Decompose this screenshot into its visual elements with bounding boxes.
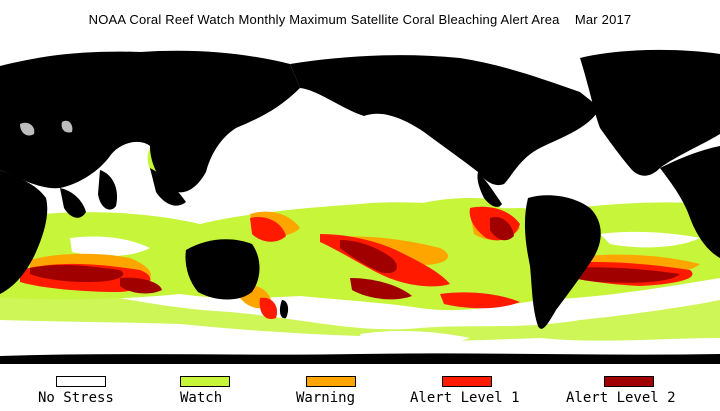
legend-swatch-no-stress [56,376,106,387]
legend-label-no-stress: No Stress [38,390,114,406]
legend-label-warning: Warning [296,390,356,406]
legend-swatch-alert-level-2 [604,376,654,387]
legend-label-alert-level-2: Alert Level 2 [566,390,676,406]
legend-item-no-stress: No Stress [30,374,160,411]
legend-item-warning: Warning [280,374,410,411]
alert-level-2-zones [30,216,680,300]
no-stress-patches [0,231,700,358]
legend-swatch-watch [180,376,230,387]
legend-item-alert-level-2: Alert Level 2 [566,374,710,411]
legend-label-alert-level-1: Alert Level 1 [410,390,520,406]
legend-item-alert-level-1: Alert Level 1 [410,374,550,411]
bleaching-alert-map [0,38,720,364]
land-masses [0,49,720,364]
no-data-areas [20,120,73,136]
legend-item-watch: Watch [154,374,284,411]
legend-label-watch: Watch [180,390,223,406]
map-title: NOAA Coral Reef Watch Monthly Maximum Sa… [88,12,632,27]
legend: No Stress Watch Warning Alert Level 1 Al… [0,374,720,411]
legend-swatch-warning [306,376,356,387]
legend-swatch-alert-level-1 [442,376,492,387]
